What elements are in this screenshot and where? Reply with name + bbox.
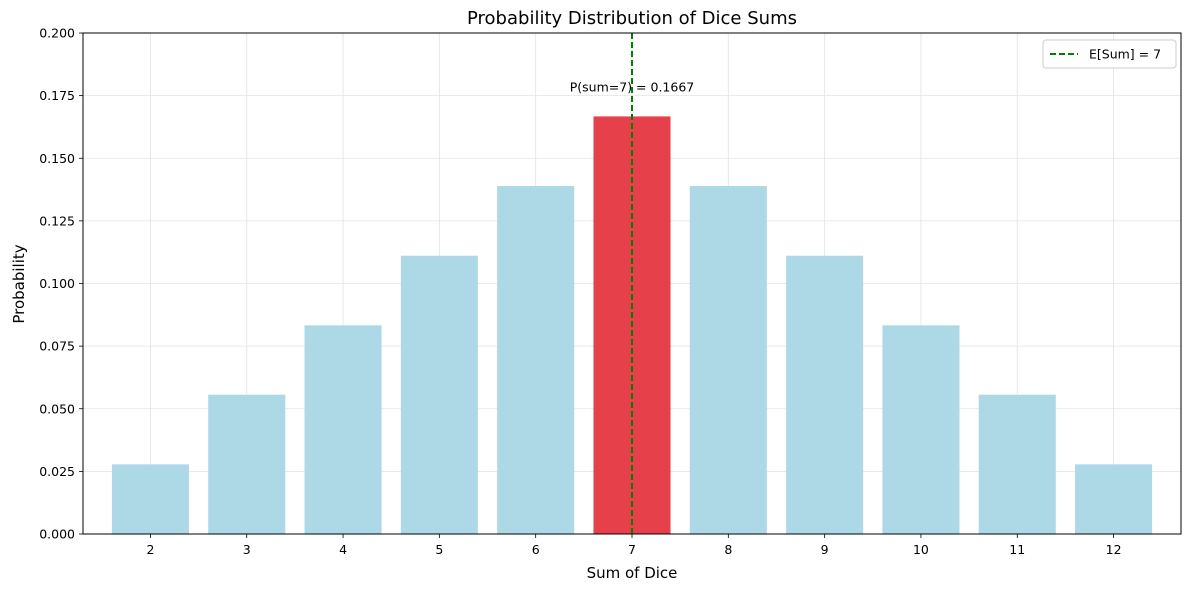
y-tick-label: 0.200 (39, 26, 75, 41)
chart-title: Probability Distribution of Dice Sums (467, 8, 797, 29)
bar-5 (400, 255, 478, 534)
y-tick-label: 0.150 (39, 151, 75, 166)
x-tick-label: 2 (146, 542, 154, 557)
bar-6 (497, 186, 575, 535)
y-tick-label: 0.025 (39, 464, 75, 479)
legend-box (1042, 39, 1177, 69)
y-tick-label: 0.075 (39, 339, 75, 354)
x-tick-label: 12 (1106, 542, 1122, 557)
bar-2 (111, 464, 189, 534)
x-tick-label: 8 (724, 542, 732, 557)
x-tick-label: 6 (532, 542, 540, 557)
y-tick-label: 0.000 (39, 527, 75, 542)
x-tick-label: 10 (913, 542, 929, 557)
bars (111, 116, 1153, 535)
x-axis-label: Sum of Dice (587, 564, 678, 582)
y-tick-label: 0.100 (39, 276, 75, 291)
bar-9 (786, 255, 864, 534)
bar-11 (978, 394, 1056, 534)
axes (79, 32, 1182, 538)
bar-8 (689, 186, 767, 535)
x-tick-label: 5 (435, 542, 443, 557)
x-tick-label: 4 (339, 542, 347, 557)
x-tick-label: 11 (1009, 542, 1025, 557)
bar-3 (208, 394, 286, 534)
annotation-label: P(sum=7) = 0.1667 (570, 80, 695, 95)
y-tick-label: 0.175 (39, 88, 75, 103)
legend: E[Sum] = 7 (1042, 39, 1177, 69)
x-tick-label: 7 (628, 542, 636, 557)
legend-label: E[Sum] = 7 (1089, 47, 1161, 62)
y-tick-label: 0.050 (39, 401, 75, 416)
x-tick-label: 9 (821, 542, 829, 557)
tick-labels: 0.000 0.025 0.050 0.075 0.100 0.125 0.150 0.175… (39, 26, 1121, 558)
bar-10 (882, 325, 960, 534)
plot-frame (82, 32, 1182, 535)
y-axis-label: Probability (10, 244, 28, 323)
x-tick-label: 3 (243, 542, 251, 557)
bar-12 (1075, 464, 1153, 534)
bar-4 (304, 325, 382, 534)
y-tick-label: 0.125 (39, 213, 75, 228)
